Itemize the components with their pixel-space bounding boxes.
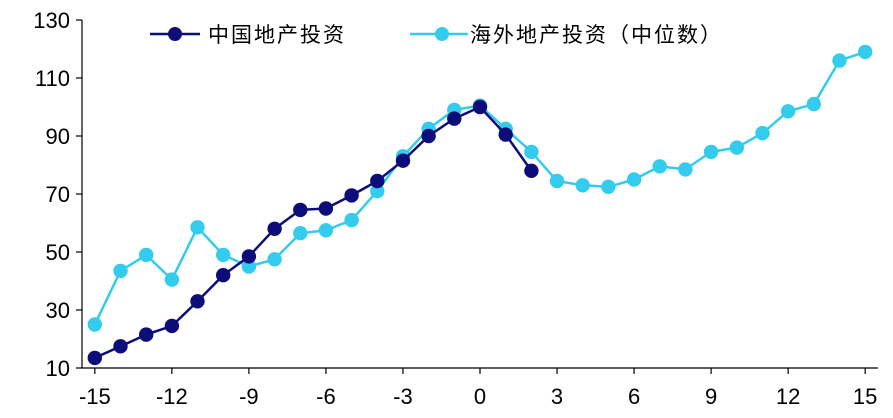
axes: 10 30 50 70 90 110 130 -15 -12 -9 -6 -3 0 3 6 9 12 15 bbox=[33, 8, 878, 409]
data-point bbox=[190, 220, 205, 235]
data-point bbox=[472, 99, 488, 115]
data-point bbox=[755, 125, 770, 141]
data-point bbox=[318, 201, 334, 216]
legend-marker-china bbox=[168, 27, 182, 41]
x-tick-label: 0 bbox=[474, 384, 486, 409]
legend-marker-overseas bbox=[435, 27, 449, 41]
data-point bbox=[293, 226, 308, 241]
data-point bbox=[139, 327, 154, 342]
data-point bbox=[858, 44, 873, 60]
x-tick-label: 3 bbox=[551, 384, 563, 409]
data-point bbox=[421, 128, 436, 144]
data-point bbox=[113, 339, 128, 354]
x-tick-label: 6 bbox=[628, 384, 640, 409]
y-tick-label: 70 bbox=[46, 182, 70, 207]
data-point bbox=[216, 247, 231, 263]
data-point bbox=[241, 259, 257, 274]
data-point bbox=[447, 111, 462, 126]
x-tick-label: -15 bbox=[79, 384, 111, 409]
x-tick-label: 12 bbox=[776, 384, 800, 409]
data-point bbox=[729, 140, 744, 155]
data-point bbox=[575, 178, 590, 193]
data-point bbox=[216, 268, 231, 283]
data-point bbox=[549, 173, 565, 189]
data-point bbox=[703, 144, 719, 160]
y-tick-label: 50 bbox=[46, 240, 70, 265]
data-point bbox=[87, 317, 103, 332]
data-point bbox=[832, 53, 847, 68]
x-tick-label: 15 bbox=[853, 384, 877, 409]
x-tick-label: 9 bbox=[705, 384, 717, 409]
data-point bbox=[241, 249, 257, 264]
data-point bbox=[652, 159, 667, 174]
data-point bbox=[190, 294, 205, 309]
data-point bbox=[524, 144, 539, 160]
data-point bbox=[113, 263, 128, 279]
data-point bbox=[87, 350, 103, 366]
legend-label-china: 中国地产投资 bbox=[208, 23, 346, 47]
y-tick-label: 110 bbox=[35, 66, 70, 91]
y-tick-label: 90 bbox=[46, 124, 70, 149]
data-point bbox=[293, 202, 308, 218]
series-overseas bbox=[87, 44, 873, 332]
data-point bbox=[164, 318, 180, 334]
data-point bbox=[267, 252, 282, 267]
data-point bbox=[601, 179, 616, 194]
x-tick-label: -12 bbox=[156, 384, 188, 409]
y-tick-label: 130 bbox=[33, 8, 70, 33]
x-tick-label: -3 bbox=[393, 384, 413, 409]
y-tick-label: 30 bbox=[46, 298, 70, 323]
y-tick-label: 10 bbox=[46, 356, 70, 381]
data-point bbox=[344, 188, 359, 203]
x-tick-label: -6 bbox=[316, 384, 336, 409]
data-point bbox=[267, 221, 282, 236]
data-point bbox=[678, 162, 693, 177]
data-point bbox=[395, 153, 411, 168]
data-point bbox=[344, 212, 359, 228]
series-china bbox=[87, 99, 539, 366]
x-tick-label: -9 bbox=[239, 384, 259, 409]
legend-item-overseas: 海外地产投资（中位数） bbox=[410, 23, 723, 47]
series-layer bbox=[87, 44, 873, 366]
data-point bbox=[626, 172, 642, 187]
data-point bbox=[370, 173, 385, 189]
data-point bbox=[524, 163, 539, 178]
data-point bbox=[164, 272, 180, 287]
legend: 中国地产投资 海外地产投资（中位数） bbox=[150, 23, 723, 47]
legend-label-overseas: 海外地产投资（中位数） bbox=[470, 23, 723, 47]
data-point bbox=[806, 96, 821, 112]
legend-item-china: 中国地产投资 bbox=[150, 23, 346, 47]
data-point bbox=[780, 104, 796, 119]
data-point bbox=[498, 127, 513, 142]
data-point bbox=[370, 183, 385, 199]
series-line bbox=[93, 50, 866, 326]
data-point bbox=[318, 223, 334, 238]
data-point bbox=[139, 247, 154, 263]
